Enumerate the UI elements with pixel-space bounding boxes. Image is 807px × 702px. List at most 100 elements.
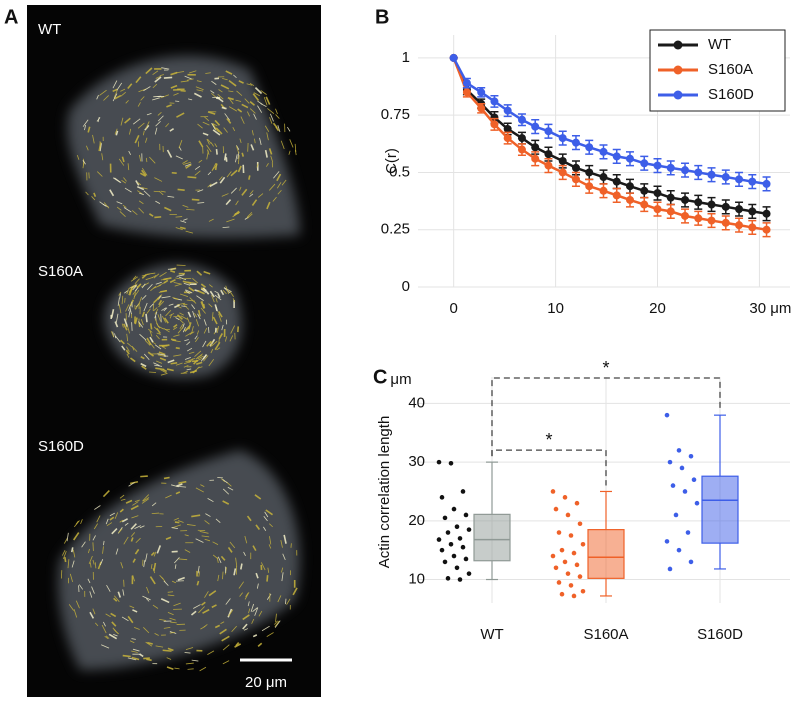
legend-label: WT	[708, 36, 731, 53]
marker	[504, 134, 512, 142]
marker	[504, 107, 512, 115]
fibre	[225, 154, 226, 161]
y-tick-label: 10	[408, 570, 425, 587]
marker	[667, 164, 675, 172]
significance-bracket	[492, 450, 606, 485]
marker	[694, 198, 702, 206]
data-point	[578, 521, 583, 526]
data-point	[581, 589, 586, 594]
marker	[613, 152, 621, 160]
data-point	[443, 516, 448, 521]
marker	[544, 150, 552, 158]
data-point	[551, 489, 556, 494]
data-point	[569, 583, 574, 588]
significance-label: *	[545, 430, 552, 450]
data-point	[467, 527, 472, 532]
marker	[681, 196, 689, 204]
marker	[531, 155, 539, 163]
marker	[681, 166, 689, 174]
x-tick-label: 30 μm	[749, 300, 791, 317]
marker	[613, 191, 621, 199]
y-tick-label: 0	[402, 278, 410, 295]
marker	[640, 159, 648, 167]
fibre	[216, 98, 220, 99]
data-point	[695, 501, 700, 506]
x-tick-label: 0	[449, 300, 457, 317]
marker	[626, 196, 634, 204]
cell-label: S160A	[38, 263, 83, 280]
fibre	[149, 372, 156, 373]
x-tick-label: WT	[480, 626, 503, 643]
marker	[708, 217, 716, 225]
data-point	[437, 460, 442, 465]
data-point	[554, 565, 559, 570]
marker	[599, 173, 607, 181]
fibre	[93, 542, 94, 551]
cell-label: WT	[38, 21, 61, 38]
data-point	[575, 563, 580, 568]
legend-label: S160A	[708, 61, 753, 78]
data-point	[443, 560, 448, 565]
data-point	[680, 466, 685, 471]
marker	[518, 146, 526, 154]
data-point	[683, 489, 688, 494]
data-point	[554, 507, 559, 512]
data-point	[581, 542, 586, 547]
data-point	[446, 576, 451, 581]
marker	[654, 189, 662, 197]
fibre	[146, 158, 147, 162]
data-point	[575, 501, 580, 506]
fibre	[267, 575, 268, 581]
data-point	[461, 489, 466, 494]
data-point	[578, 574, 583, 579]
legend-marker	[674, 91, 683, 100]
y-axis-label: Actin correlation length	[376, 416, 393, 569]
marker	[599, 148, 607, 156]
data-point	[461, 545, 466, 550]
data-point	[440, 495, 445, 500]
data-point	[560, 548, 565, 553]
data-point	[464, 513, 469, 518]
data-point	[452, 507, 457, 512]
data-point	[458, 577, 463, 582]
data-point	[665, 413, 670, 418]
marker	[681, 212, 689, 220]
fibre	[132, 322, 133, 331]
data-point	[455, 565, 460, 570]
marker	[667, 194, 675, 202]
marker	[763, 210, 771, 218]
fibre	[168, 592, 173, 593]
marker	[735, 175, 743, 183]
marker	[572, 164, 580, 172]
fibre	[140, 476, 148, 477]
data-point	[668, 567, 673, 572]
marker	[694, 214, 702, 222]
marker	[477, 88, 485, 96]
marker	[654, 205, 662, 213]
data-point	[686, 530, 691, 535]
marker	[572, 139, 580, 147]
fibre	[164, 77, 172, 78]
data-point	[452, 554, 457, 559]
marker	[450, 54, 458, 62]
fibre	[171, 363, 178, 364]
marker	[490, 97, 498, 105]
marker	[477, 104, 485, 112]
box	[702, 476, 738, 543]
data-point	[692, 477, 697, 482]
data-point	[689, 454, 694, 459]
data-point	[677, 548, 682, 553]
fibre	[146, 659, 151, 660]
fibre	[163, 650, 172, 651]
marker	[490, 120, 498, 128]
marker	[735, 205, 743, 213]
data-point	[674, 513, 679, 518]
legend-label: S160D	[708, 86, 754, 103]
data-point	[551, 554, 556, 559]
data-point	[560, 592, 565, 597]
data-point	[566, 513, 571, 518]
fibre	[176, 348, 180, 349]
data-point	[677, 448, 682, 453]
data-point	[566, 571, 571, 576]
marker	[585, 182, 593, 190]
